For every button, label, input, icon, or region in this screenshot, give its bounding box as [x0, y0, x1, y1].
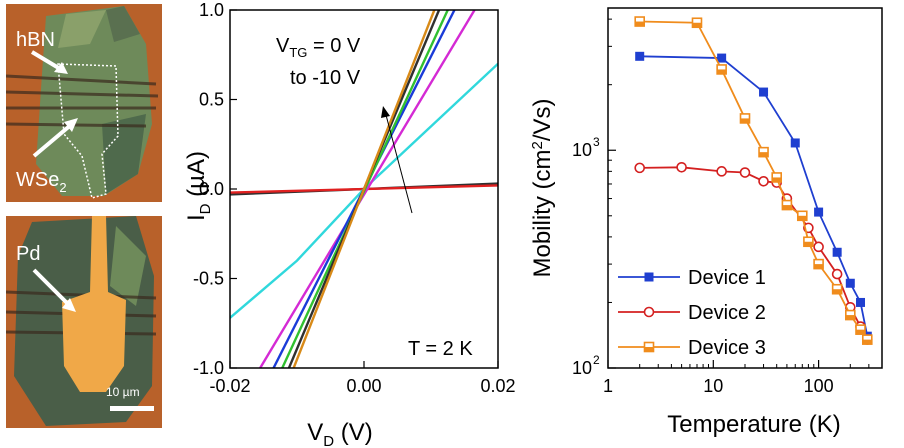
hbn-label: hBN: [16, 29, 55, 51]
optical-image-bottom: Pd 10 µm: [6, 216, 162, 428]
mob-data-point: [861, 334, 873, 345]
iv-y-tick-label: 0.5: [199, 90, 224, 110]
legend-label: Device 1: [688, 267, 766, 289]
iv-y-tick-label: 1.0: [199, 0, 224, 20]
mob-data-point: [759, 87, 769, 97]
mob-data-point: [739, 113, 751, 124]
iv-y-tick-label: 0.0: [199, 179, 224, 199]
mob-data-point: [676, 161, 687, 173]
mob-data-point: [845, 278, 855, 288]
mob-data-point: [831, 268, 843, 280]
mob-data-point: [813, 258, 824, 270]
mob-data-point: [739, 167, 751, 178]
mob-x-tick-label: 100: [804, 376, 834, 396]
iv-x-tick-label: 0.02: [480, 376, 515, 396]
mob-data-point: [634, 16, 645, 27]
mob-y-tick-label: 10: [572, 358, 592, 378]
mob-data-point: [771, 172, 782, 183]
iv-gate-arrowhead: [381, 106, 390, 118]
scalebar-label: 10 µm: [106, 385, 140, 399]
iv-gate-annotation: VTG = 0 V: [276, 35, 361, 60]
mob-data-point: [716, 64, 727, 75]
mob-data-point: [790, 138, 800, 148]
iv-x-axis-label: VD (V): [307, 419, 373, 448]
iv-x-tick-label: -0.02: [209, 376, 250, 396]
mob-data-point: [803, 236, 814, 248]
mob-x-axis-label: Temperature (K): [667, 411, 840, 438]
mobility-legend: Device 1 Device 2 Device 3: [618, 267, 766, 359]
mob-data-point: [831, 283, 843, 295]
iv-y-axis-label: ID (µA): [183, 151, 214, 221]
iv-series-line-4: [259, 10, 476, 368]
legend-label: Device 3: [688, 337, 766, 359]
mob-data-point: [856, 297, 866, 307]
pd-label: Pd: [16, 243, 40, 265]
mob-data-point: [758, 176, 769, 187]
mob-data-point: [813, 241, 824, 253]
iv-gate-annotation-2: to -10 V: [290, 67, 361, 89]
iv-series-line-8: [292, 10, 436, 368]
legend-marker: [643, 341, 655, 353]
iv-chart: -0.02 0.00 0.02 1.0 0.5 0.0 -0.5 -1.0 VTG = 0 V…: [183, 0, 516, 448]
mob-data-point: [716, 166, 727, 177]
iv-temp-annotation: T = 2 K: [408, 338, 473, 360]
iv-y-tick-label: -0.5: [193, 269, 224, 289]
scalebar: [110, 406, 154, 411]
legend-marker: [643, 306, 655, 318]
mob-data-point: [781, 199, 793, 211]
wse2-label: WSe2: [16, 169, 67, 195]
iv-gate-arrow: [385, 114, 413, 214]
mob-data-point: [634, 162, 645, 174]
optical-image-top: hBN WSe2: [6, 4, 162, 202]
mob-x-tick-label: 1: [603, 376, 613, 396]
mob-data-point: [832, 247, 842, 257]
mob-data-point: [855, 324, 866, 335]
mob-y-tick-exponent: 2: [593, 353, 600, 367]
iv-x-tick-label: 0.00: [346, 376, 381, 396]
mob-data-point: [717, 53, 727, 63]
mob-data-point: [635, 51, 645, 61]
mob-y-axis-label: Mobility (cm2/Vs): [529, 98, 556, 277]
mob-data-point: [691, 17, 703, 29]
mob-x-tick-label: 10: [703, 376, 723, 396]
iv-y-tick-label: -1.0: [193, 358, 224, 378]
legend-marker: [644, 272, 654, 282]
mob-data-point: [814, 207, 824, 217]
legend-label: Device 2: [688, 302, 766, 324]
mob-data-point: [796, 210, 808, 222]
mob-data-point: [758, 146, 769, 158]
mob-data-point: [845, 309, 856, 321]
mob-y-tick-label: 10: [572, 140, 592, 160]
mob-y-tick-exponent: 3: [593, 135, 600, 149]
